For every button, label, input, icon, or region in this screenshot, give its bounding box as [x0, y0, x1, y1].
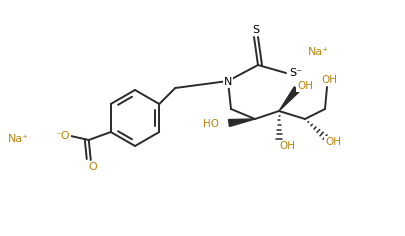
Text: Na⁺: Na⁺	[307, 47, 328, 57]
Text: HO: HO	[203, 119, 219, 129]
Text: ⁻O: ⁻O	[55, 131, 70, 141]
Polygon shape	[228, 119, 255, 126]
Text: Na⁺: Na⁺	[7, 134, 29, 144]
Polygon shape	[279, 87, 300, 111]
Text: OH: OH	[321, 75, 337, 85]
Text: S: S	[252, 25, 260, 35]
Text: OH: OH	[325, 137, 341, 147]
Text: OH: OH	[279, 141, 295, 151]
Text: O: O	[88, 162, 97, 172]
Text: N: N	[224, 77, 232, 87]
Text: S⁻: S⁻	[290, 68, 303, 78]
Text: OH: OH	[297, 81, 313, 91]
